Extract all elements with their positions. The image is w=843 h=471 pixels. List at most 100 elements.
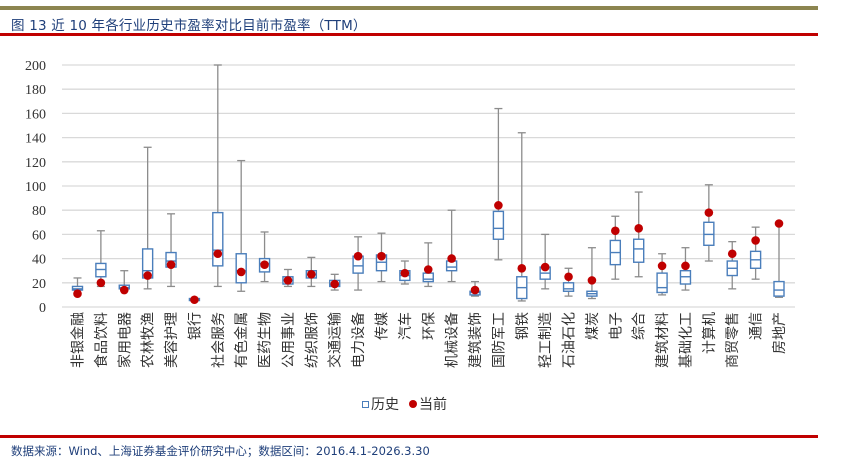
current-pe-dot xyxy=(143,271,152,280)
x-category-label: 公用事业 xyxy=(281,312,297,368)
x-category-label: 电子 xyxy=(608,312,624,340)
x-category-label: 计算机 xyxy=(702,312,718,354)
bottom-rule xyxy=(0,435,818,438)
legend-current-label: 当前 xyxy=(419,397,447,413)
x-category-label: 食品饮料 xyxy=(93,312,110,368)
y-axis-ticks: 0 20 40 60 80 100 120 140 160 180 200 xyxy=(25,59,46,316)
y-tick-label: 140 xyxy=(25,132,46,147)
y-tick-label: 100 xyxy=(25,180,46,195)
current-pe-dot xyxy=(330,279,340,289)
box-plot-chart: 0 20 40 60 80 100 120 140 160 180 200 非银金融 食品饮料 家用电器… xyxy=(25,59,795,368)
current-pe-dot xyxy=(611,226,620,236)
box-13 xyxy=(375,232,388,283)
x-category-label: 石油石化 xyxy=(562,312,578,368)
x-category-label: 银行 xyxy=(187,312,203,340)
x-category-label: 轻工制造 xyxy=(538,312,554,368)
y-tick-label: 60 xyxy=(32,228,46,243)
box-22 xyxy=(586,247,598,300)
current-pe-dot xyxy=(423,265,433,274)
x-category-label: 家用电器 xyxy=(116,312,133,368)
x-category-label: 电力设备 xyxy=(350,312,367,368)
box-18 xyxy=(492,107,505,261)
scatter-series-current xyxy=(73,201,784,305)
box-6 xyxy=(212,64,224,288)
box-25 xyxy=(656,253,668,296)
current-pe-dot xyxy=(494,201,503,210)
x-category-label: 交通运输 xyxy=(327,312,344,368)
y-tick-label: 80 xyxy=(32,204,46,219)
current-pe-dot xyxy=(447,254,456,263)
legend: 历史 当前 xyxy=(362,394,447,414)
box-30 xyxy=(773,224,785,298)
y-tick-label: 0 xyxy=(39,301,46,316)
current-pe-dot xyxy=(213,249,223,259)
box-4 xyxy=(165,213,177,288)
box-3 xyxy=(141,146,154,290)
y-tick-label: 160 xyxy=(25,107,46,122)
x-category-label: 美容护理 xyxy=(163,312,180,368)
current-pe-dot xyxy=(119,285,129,295)
current-pe-dot xyxy=(634,224,643,233)
current-pe-dot xyxy=(751,236,760,245)
x-category-label: 国防军工 xyxy=(491,312,507,368)
x-category-label: 环保 xyxy=(421,312,437,340)
current-pe-dot xyxy=(73,289,82,298)
box-28 xyxy=(726,241,738,290)
box-27 xyxy=(703,184,715,262)
title-rule xyxy=(0,33,818,36)
box-8 xyxy=(258,231,271,283)
top-rule xyxy=(0,6,818,10)
current-pe-dot xyxy=(587,276,597,285)
current-pe-dot xyxy=(190,295,199,305)
y-tick-label: 20 xyxy=(32,277,46,292)
box-16 xyxy=(445,209,458,283)
data-source-note: 数据来源：Wind、上海证券基金评价研究中心；数据区间：2016.4.1-202… xyxy=(11,444,430,458)
box-29 xyxy=(749,226,762,280)
current-pe-dot xyxy=(166,260,176,269)
x-category-label: 机械设备 xyxy=(444,312,461,368)
x-category-label: 商贸零售 xyxy=(725,312,741,368)
box-23 xyxy=(609,215,622,280)
current-pe-dot xyxy=(377,251,386,261)
current-pe-dot xyxy=(657,261,667,271)
x-category-label: 汽车 xyxy=(397,312,414,340)
x-category-label: 建筑材料 xyxy=(655,312,671,368)
x-category-label: 非银金融 xyxy=(71,312,87,368)
current-pe-dot xyxy=(564,272,573,282)
dot-marker-icon xyxy=(409,400,417,408)
current-pe-dot xyxy=(470,285,480,295)
x-category-label: 建筑装饰 xyxy=(468,312,484,368)
gridlines xyxy=(62,64,795,308)
box-marker-icon xyxy=(362,400,369,408)
y-tick-label: 200 xyxy=(25,59,46,74)
y-tick-label: 40 xyxy=(32,253,46,268)
current-pe-dot xyxy=(307,270,316,279)
legend-history-label: 历史 xyxy=(371,397,399,413)
y-tick-label: 120 xyxy=(25,156,46,171)
box-20 xyxy=(539,233,551,290)
current-pe-dot xyxy=(400,268,410,278)
x-axis-labels: 非银金融 食品饮料 家用电器 农林牧渔 美容护理 银行 社会服务 有色金属 医药生物 公用事业 纺织… xyxy=(71,312,789,368)
x-category-label: 钢铁 xyxy=(515,312,531,340)
x-category-label: 综合 xyxy=(632,312,648,340)
x-category-label: 基础化工 xyxy=(677,312,694,368)
current-pe-dot xyxy=(540,262,550,272)
current-pe-dot xyxy=(727,249,737,259)
current-pe-dot xyxy=(774,219,784,228)
current-pe-dot xyxy=(283,276,293,285)
x-category-label: 通信 xyxy=(749,312,765,340)
current-pe-dot xyxy=(704,208,714,217)
box-0 xyxy=(71,277,84,291)
current-pe-dot xyxy=(681,261,690,271)
x-category-label: 有色金属 xyxy=(233,312,250,368)
legend-item-current: 当前 xyxy=(409,394,447,414)
current-pe-dot xyxy=(260,260,269,269)
box-15 xyxy=(422,242,434,288)
current-pe-dot xyxy=(96,278,106,288)
x-category-label: 医药生物 xyxy=(258,312,274,368)
x-category-label: 社会服务 xyxy=(211,312,227,368)
y-tick-label: 180 xyxy=(25,83,46,98)
x-category-label: 房地产 xyxy=(772,312,788,354)
x-category-label: 煤炭 xyxy=(585,312,601,340)
current-pe-dot xyxy=(353,251,363,261)
